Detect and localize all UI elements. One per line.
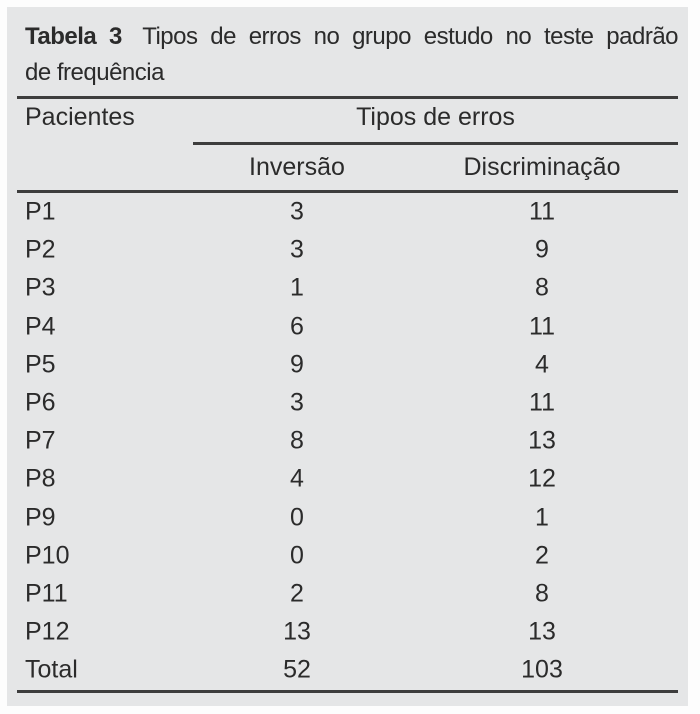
discriminacao-cell: 8 <box>535 273 549 302</box>
inversao-cell: 3 <box>290 197 304 226</box>
patient-cell: P5 <box>25 350 56 379</box>
column-header-discriminacao: Discriminação <box>463 153 621 181</box>
patient-cell: P11 <box>25 579 68 608</box>
discriminacao-cell: 13 <box>528 617 556 646</box>
table-row: P1 3 11 <box>7 193 688 231</box>
column-group-header: Tipos de erros <box>356 103 515 131</box>
patient-cell: P7 <box>25 426 56 455</box>
table-header-row: Pacientes Tipos de erros <box>7 103 688 131</box>
patient-cell: P12 <box>25 617 70 646</box>
inversao-cell: 2 <box>290 579 304 608</box>
total-discriminacao-cell: 103 <box>521 655 563 684</box>
group-header-underline <box>193 142 678 145</box>
column-header-pacientes: Pacientes <box>25 103 135 131</box>
table-row: P4 6 11 <box>7 308 688 346</box>
discriminacao-cell: 4 <box>535 350 549 379</box>
table-row: P8 4 12 <box>7 460 688 498</box>
table-subheader-row: Inversão Discriminação <box>7 153 688 181</box>
table-row: P2 3 9 <box>7 231 688 269</box>
patient-cell: P2 <box>25 235 56 264</box>
inversao-cell: 8 <box>290 426 304 455</box>
patient-cell: P8 <box>25 464 56 493</box>
inversao-cell: 6 <box>290 312 304 341</box>
total-label: Total <box>25 655 78 684</box>
patient-cell: P1 <box>25 197 56 226</box>
discriminacao-cell: 13 <box>528 426 556 455</box>
inversao-cell: 13 <box>283 617 311 646</box>
discriminacao-cell: 2 <box>535 541 549 570</box>
inversao-cell: 0 <box>290 541 304 570</box>
table-row: P7 8 13 <box>7 422 688 460</box>
patient-cell: P6 <box>25 388 56 417</box>
inversao-cell: 4 <box>290 464 304 493</box>
discriminacao-cell: 11 <box>529 312 555 341</box>
total-row: Total 52 103 <box>7 651 688 689</box>
table-card: Tabela 3 Tipos de erros no grupo estudo … <box>7 7 688 706</box>
table-title: Tabela 3 Tipos de erros no grupo estudo … <box>25 19 679 91</box>
inversao-cell: 1 <box>290 273 304 302</box>
patient-cell: P9 <box>25 503 56 532</box>
table-row: P6 3 11 <box>7 384 688 422</box>
table-title-line1: Tabela 3 Tipos de erros no grupo estudo … <box>25 19 679 55</box>
table-number-label: Tabela 3 <box>25 23 122 50</box>
table-row: P12 13 13 <box>7 613 688 651</box>
column-header-inversao: Inversão <box>249 153 345 181</box>
patient-cell: P4 <box>25 312 56 341</box>
table-row: P3 1 8 <box>7 269 688 307</box>
discriminacao-cell: 12 <box>528 464 556 493</box>
table-row: P9 0 1 <box>7 499 688 537</box>
discriminacao-cell: 11 <box>529 197 555 226</box>
table-body: P1 3 11 P2 3 9 P3 1 8 P4 6 11 P5 9 4 P6 … <box>7 193 688 689</box>
table-title-text: Tipos de erros no grupo estudo no teste … <box>142 23 679 50</box>
bottom-divider <box>17 690 678 693</box>
discriminacao-cell: 1 <box>535 503 549 532</box>
discriminacao-cell: 8 <box>535 579 549 608</box>
inversao-cell: 3 <box>290 235 304 264</box>
inversao-cell: 9 <box>290 350 304 379</box>
inversao-cell: 0 <box>290 503 304 532</box>
table-row: P10 0 2 <box>7 537 688 575</box>
patient-cell: P10 <box>25 541 70 570</box>
header-divider <box>17 190 678 193</box>
discriminacao-cell: 11 <box>529 388 555 417</box>
inversao-cell: 3 <box>290 388 304 417</box>
discriminacao-cell: 9 <box>535 235 549 264</box>
patient-cell: P3 <box>25 273 56 302</box>
title-divider <box>17 96 678 99</box>
table-row: P5 9 4 <box>7 346 688 384</box>
table-title-line2: de frequência <box>25 59 164 86</box>
table-row: P11 2 8 <box>7 575 688 613</box>
total-inversao-cell: 52 <box>283 655 311 684</box>
